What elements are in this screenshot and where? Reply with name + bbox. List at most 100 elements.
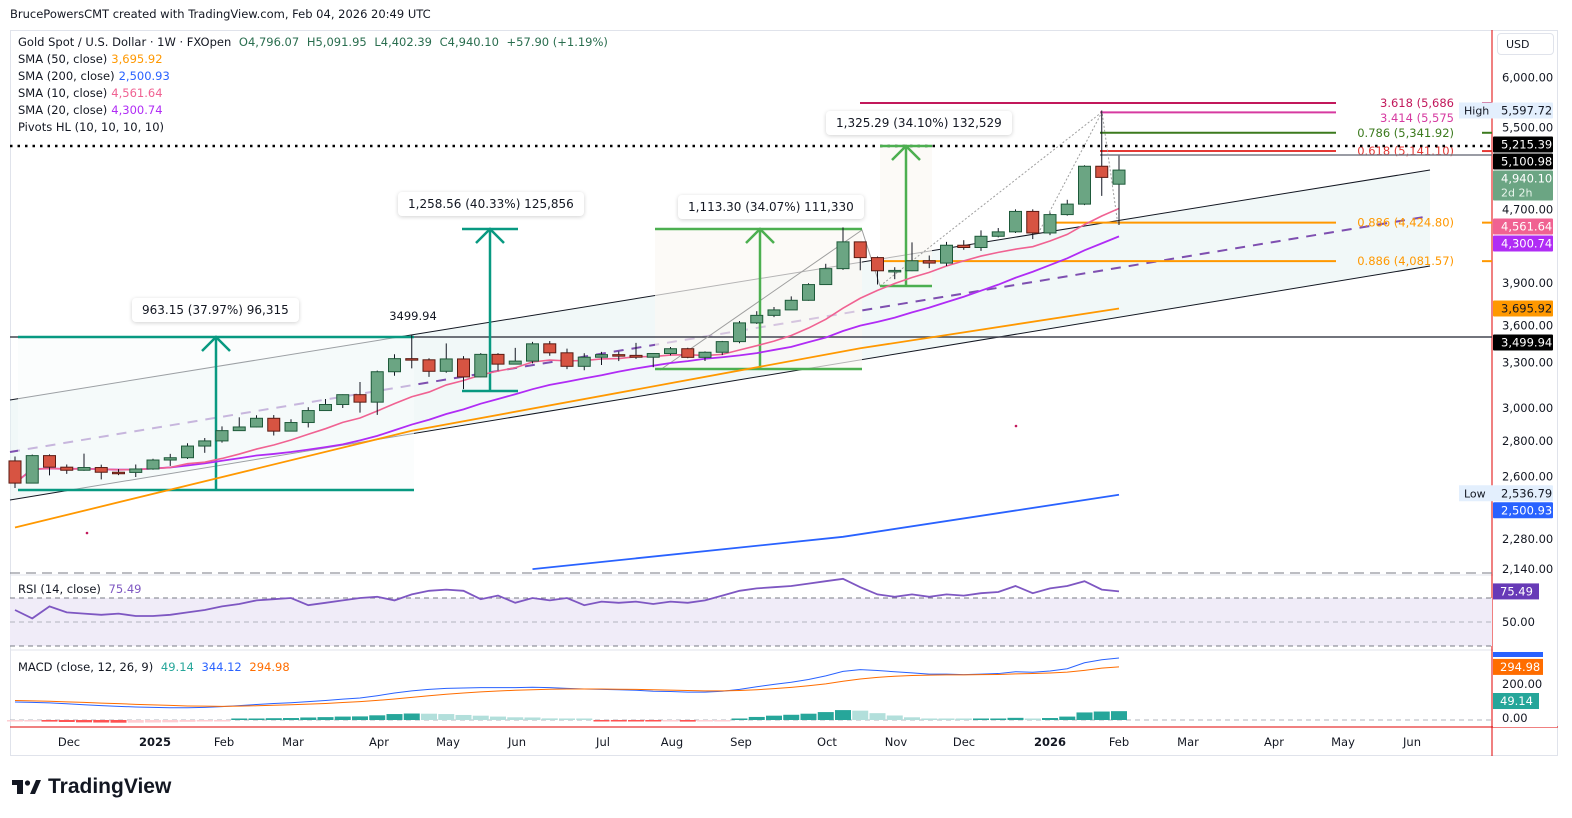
price-tick-label: 5,500.00 — [1502, 120, 1553, 134]
price-tick-label: 2,800.00 — [1502, 434, 1553, 448]
price-tick-label: 3,300.00 — [1502, 356, 1553, 370]
macd-signal-line[interactable] — [14, 666, 1120, 707]
macd-histogram-bar — [869, 713, 886, 720]
macd-histogram-bar — [559, 718, 575, 720]
candle — [8, 456, 22, 488]
macd-histogram-bar — [110, 720, 127, 723]
candle-body — [612, 354, 626, 357]
symbol-legend[interactable]: Gold Spot / U.S. Dollar · 1W · FXOpen O4… — [18, 34, 608, 51]
macd-histogram-bar — [697, 720, 713, 722]
macd-histogram-bar — [921, 718, 938, 720]
price-tag-value: 4,940.10 — [1501, 171, 1552, 185]
candle — [853, 241, 867, 271]
macd-line[interactable] — [14, 657, 1120, 709]
indicator-legend-1[interactable]: SMA (200, close) 2,500.93 — [18, 68, 608, 85]
candle-body — [284, 422, 298, 432]
candle — [819, 263, 833, 286]
candle — [336, 394, 350, 408]
candle-body — [543, 343, 557, 354]
candle-body — [733, 322, 746, 343]
candle — [543, 341, 557, 356]
time-axis-label: Aug — [661, 735, 683, 749]
price-tick-label: 3,000.00 — [1502, 401, 1553, 415]
macd-histogram-bar — [662, 720, 679, 722]
macd-histogram-bar — [1059, 716, 1076, 720]
macd-histogram-bar — [196, 720, 213, 722]
indicator-legend-2[interactable]: SMA (10, close) 4,561.64 — [18, 85, 608, 102]
price-axis[interactable] — [1493, 58, 1557, 727]
candle — [733, 321, 746, 344]
countdown-label: 2d 2h — [1501, 186, 1532, 199]
macd-histogram-bar — [7, 720, 23, 722]
time-axis-label: Jun — [507, 735, 526, 749]
currency-selector[interactable]: USD — [1497, 33, 1554, 55]
candle-body — [646, 353, 660, 358]
price-tick-label: 6,000.00 — [1502, 70, 1553, 84]
rsi-legend-label: RSI (14, close) — [18, 582, 101, 596]
indicator-legend-0[interactable]: SMA (50, close) 3,695.92 — [18, 51, 608, 68]
symbol-title: Gold Spot / U.S. Dollar · 1W · FXOpen — [18, 35, 232, 49]
macd-histogram-bar — [679, 720, 696, 722]
macd-legend[interactable]: MACD (close, 12, 26, 9) 49.14 344.12 294… — [18, 660, 290, 674]
price-tag: 2,500.93 — [1493, 502, 1553, 519]
macd-histogram-bar — [41, 720, 58, 722]
candle-body — [664, 348, 677, 355]
measure-tool-3[interactable] — [655, 227, 862, 371]
price-tag-value: 3,695.92 — [1501, 301, 1552, 315]
candle-body — [560, 352, 574, 367]
marker-dot — [1014, 424, 1018, 428]
macd-histogram-bar — [76, 720, 92, 723]
candle-body — [940, 244, 953, 264]
macd-histogram-bar — [490, 716, 506, 720]
price-tag: Low 2,536.79 — [1459, 485, 1553, 502]
macd-histogram-bar — [610, 720, 627, 722]
price-tag-bg — [1493, 334, 1553, 351]
logo-text: TradingView — [48, 775, 172, 798]
candle — [181, 443, 194, 459]
chart-legend: Gold Spot / U.S. Dollar · 1W · FXOpen O4… — [18, 34, 608, 136]
candle — [1043, 212, 1057, 236]
indicator-value: 3,695.92 — [111, 52, 163, 66]
candle — [198, 438, 212, 453]
macd-line-value: 344.12 — [201, 660, 242, 674]
measure-label-4: 1,325.29 (34.10%) 132,529 — [826, 111, 1012, 135]
candle-body — [25, 455, 39, 484]
macd-legend-label: MACD (close, 12, 26, 9) — [18, 660, 154, 674]
time-axis-label: 2025 — [139, 735, 171, 749]
indicator-legend-3[interactable]: SMA (20, close) 4,300.74 — [18, 102, 608, 119]
macd-value-tag — [1493, 658, 1543, 675]
price-tag-value: 4,300.74 — [1501, 236, 1552, 250]
candle-body — [784, 299, 798, 311]
candle — [319, 399, 332, 412]
indicator-label: SMA (20, close) — [18, 103, 108, 117]
tradingview-logo[interactable]: TradingView — [12, 775, 171, 799]
measure-tool-2[interactable] — [462, 227, 518, 393]
macd-tick-label: 0.00 — [1502, 711, 1528, 725]
macd-value-tag-text: 49.14 — [1500, 694, 1533, 708]
time-axis-label: Apr — [1264, 735, 1284, 749]
rsi-legend[interactable]: RSI (14, close) 75.49 — [18, 582, 141, 596]
candle — [629, 342, 643, 359]
price-tick-label: 3,900.00 — [1502, 276, 1553, 290]
rsi-line[interactable] — [14, 577, 1120, 620]
candle — [508, 347, 522, 365]
candle-body — [836, 241, 850, 270]
measure-tool-1[interactable] — [18, 335, 414, 492]
sma-200-line[interactable] — [532, 493, 1120, 571]
tradingview-logo-icon — [12, 780, 41, 794]
candle-body — [698, 351, 712, 358]
macd-histogram-bar — [852, 710, 869, 720]
macd-histogram-bar — [886, 715, 903, 720]
time-axis-label: Sep — [730, 735, 752, 749]
macd-hist-value: 49.14 — [160, 660, 194, 674]
macd-histogram-bar — [438, 714, 455, 720]
price-tag-bg — [1493, 136, 1553, 153]
indicator-legend-4[interactable]: Pivots HL (10, 10, 10, 10) — [18, 119, 608, 136]
candle — [664, 347, 677, 356]
sma-50-line[interactable] — [14, 307, 1120, 529]
sma-20-line[interactable] — [14, 235, 1120, 484]
macd-histogram-bar — [990, 718, 1007, 720]
price-tick-label: 2,140.00 — [1502, 562, 1553, 576]
